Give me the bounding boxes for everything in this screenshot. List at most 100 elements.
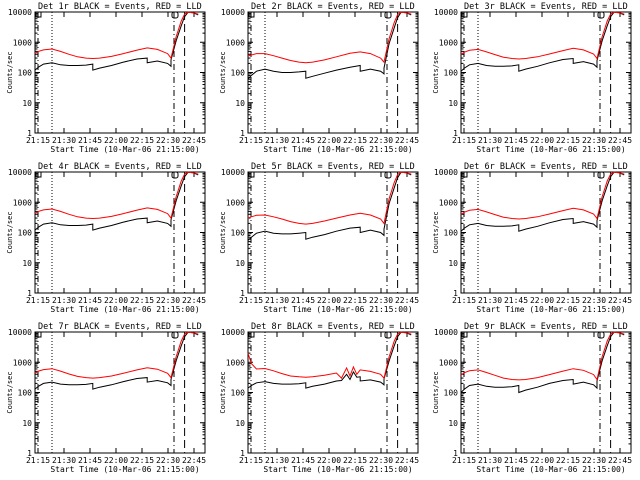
x-tick-label: 22:30 — [156, 456, 180, 465]
x-tick-label: 21:45 — [504, 456, 528, 465]
events-series-line — [34, 171, 199, 231]
y-tick-label: 1000 — [13, 38, 32, 47]
x-tick-label: 22:00 — [317, 296, 341, 305]
x-tick-label: 22:30 — [582, 136, 606, 145]
x-tick-label: 21:15 — [452, 456, 476, 465]
x-tick-label: 22:30 — [582, 296, 606, 305]
y-axis-label: Counts/sec — [6, 371, 14, 413]
saa-marker-left — [35, 171, 42, 178]
panel-title: Det 8r BLACK = Events, RED = LLD — [251, 322, 415, 332]
detector-panel-4: Det 4r BLACK = Events, RED = LLD 1 10 100 10… — [6, 162, 206, 314]
x-tick-label: 22:45 — [395, 456, 419, 465]
y-tick-label: 10 — [235, 259, 245, 268]
x-tick-label: 21:45 — [291, 296, 315, 305]
x-tick-label: 21:30 — [265, 136, 289, 145]
saa-marker-left — [461, 11, 468, 18]
x-tick-label: 21:45 — [504, 136, 528, 145]
detector-panel-6: Det 6r BLACK = Events, RED = LLD 1 10 100 10… — [432, 162, 632, 314]
x-tick-label: 21:30 — [265, 296, 289, 305]
x-tick-label: 21:15 — [452, 136, 476, 145]
y-tick-label: 10000 — [8, 168, 32, 177]
x-tick-label: 21:45 — [291, 136, 315, 145]
x-axis-label: Start Time (10-Mar-06 21:15:00) — [476, 145, 625, 154]
y-tick-label: 1 — [27, 129, 32, 138]
x-axis-label: Start Time (10-Mar-06 21:15:00) — [476, 465, 625, 474]
saa-marker-right — [597, 11, 605, 19]
x-tick-label: 21:15 — [239, 456, 263, 465]
y-tick-label: 100 — [18, 69, 33, 78]
y-tick-label: 1000 — [13, 358, 32, 367]
x-tick-label: 22:45 — [182, 136, 206, 145]
saa-marker-left — [461, 171, 468, 178]
detector-panel-8: Det 8r BLACK = Events, RED = LLD 1 10 100 10… — [219, 322, 419, 474]
x-tick-label: 22:45 — [395, 296, 419, 305]
y-tick-label: 100 — [231, 389, 246, 398]
x-tick-label: 21:30 — [265, 456, 289, 465]
saa-marker-left — [248, 171, 255, 178]
y-tick-label: 10 — [448, 419, 458, 428]
events-series-line — [247, 171, 412, 241]
y-tick-label: 10000 — [434, 328, 458, 337]
x-tick-label: 22:00 — [317, 456, 341, 465]
x-axis-label: Start Time (10-Mar-06 21:15:00) — [50, 145, 199, 154]
x-axis-label: Start Time (10-Mar-06 21:15:00) — [263, 145, 412, 154]
x-tick-label: 21:45 — [78, 456, 102, 465]
saa-marker-right — [384, 171, 392, 179]
panel-title: Det 4r BLACK = Events, RED = LLD — [38, 162, 202, 172]
lld-series-line — [247, 11, 412, 64]
panel-title: Det 6r BLACK = Events, RED = LLD — [464, 162, 628, 172]
y-axis-label: Counts/sec — [6, 211, 14, 253]
x-axis-label: Start Time (10-Mar-06 21:15:00) — [50, 305, 199, 314]
x-tick-label: 22:30 — [156, 136, 180, 145]
x-tick-label: 21:30 — [52, 136, 76, 145]
saa-marker-left — [461, 331, 468, 338]
y-tick-label: 10000 — [221, 8, 245, 17]
events-series-line — [247, 11, 412, 80]
y-tick-label: 1 — [240, 449, 245, 458]
lld-series-line — [247, 171, 412, 225]
y-tick-label: 10000 — [434, 8, 458, 17]
x-tick-label: 21:45 — [78, 136, 102, 145]
detector-panel-3: Det 3r BLACK = Events, RED = LLD 1 10 100 10… — [432, 2, 632, 154]
events-series-line — [34, 331, 199, 390]
events-series-line — [460, 11, 625, 72]
x-tick-label: 22:45 — [182, 296, 206, 305]
x-tick-label: 22:45 — [608, 456, 632, 465]
x-axis-label: Start Time (10-Mar-06 21:15:00) — [50, 465, 199, 474]
saa-marker-left — [248, 11, 255, 18]
x-tick-label: 22:45 — [182, 456, 206, 465]
panel-title: Det 9r BLACK = Events, RED = LLD — [464, 322, 628, 332]
panel-title: Det 1r BLACK = Events, RED = LLD — [38, 2, 202, 12]
events-series-line — [247, 331, 412, 389]
x-tick-label: 22:30 — [582, 456, 606, 465]
plot-frame — [247, 11, 419, 134]
x-tick-label: 21:30 — [478, 456, 502, 465]
y-tick-label: 10 — [22, 99, 32, 108]
lld-series-line — [34, 11, 199, 60]
x-axis-label: Start Time (10-Mar-06 21:15:00) — [263, 465, 412, 474]
y-tick-label: 100 — [231, 69, 246, 78]
x-tick-label: 21:15 — [239, 136, 263, 145]
y-tick-label: 10000 — [221, 328, 245, 337]
x-tick-label: 22:15 — [130, 136, 154, 145]
y-tick-label: 1000 — [439, 38, 458, 47]
lld-series-line — [34, 171, 199, 220]
x-axis-label: Start Time (10-Mar-06 21:15:00) — [263, 305, 412, 314]
saa-marker-right — [384, 11, 392, 19]
x-tick-label: 21:15 — [26, 296, 50, 305]
saa-marker-left — [35, 331, 42, 338]
x-tick-label: 22:15 — [343, 136, 367, 145]
x-tick-label: 22:30 — [369, 136, 393, 145]
x-tick-label: 22:15 — [556, 296, 580, 305]
y-tick-label: 1000 — [439, 198, 458, 207]
lld-series-line — [460, 331, 625, 381]
y-tick-label: 10000 — [8, 328, 32, 337]
x-tick-label: 22:45 — [395, 136, 419, 145]
lld-series-line — [460, 11, 625, 60]
x-tick-label: 22:45 — [608, 136, 632, 145]
x-tick-label: 22:00 — [104, 136, 128, 145]
y-axis-label: Counts/sec — [219, 371, 227, 413]
detector-panel-2: Det 2r BLACK = Events, RED = LLD 1 10 100 10… — [219, 2, 419, 154]
lld-series-line — [34, 331, 199, 379]
